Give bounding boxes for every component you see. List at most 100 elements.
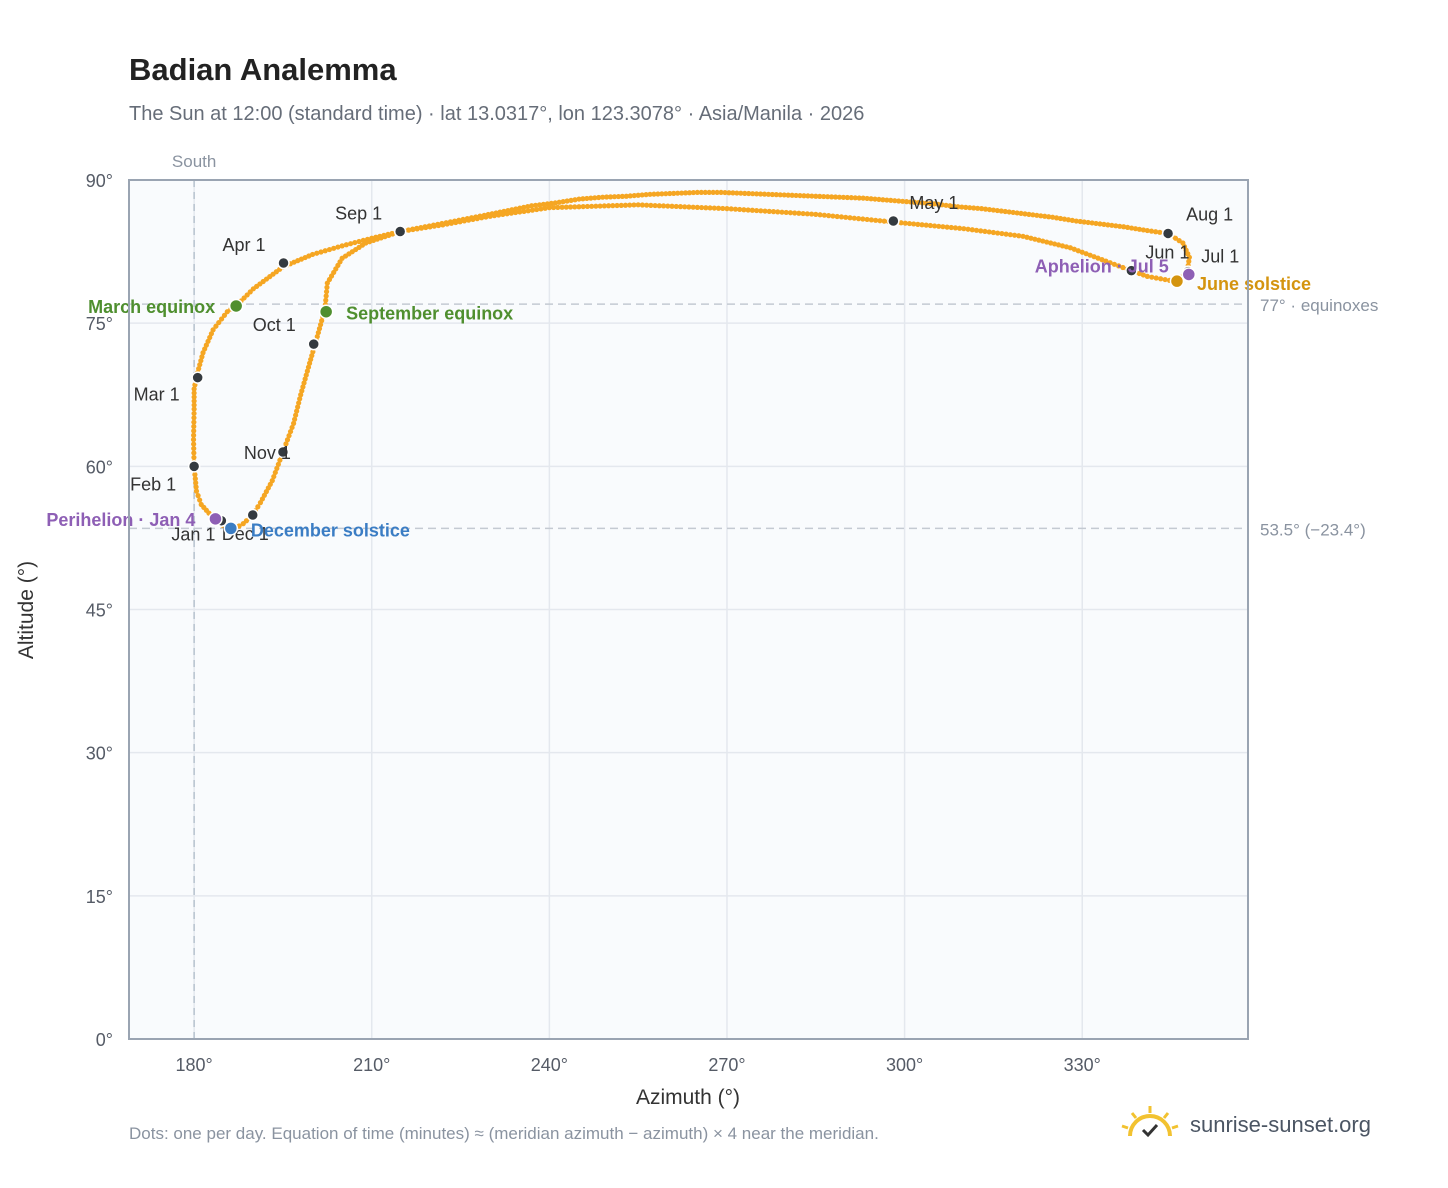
- daily-dot: [563, 204, 569, 210]
- daily-dot: [703, 205, 709, 211]
- daily-dot: [1034, 212, 1040, 218]
- daily-dot: [813, 193, 819, 199]
- daily-dot: [627, 193, 633, 199]
- daily-dot: [1144, 227, 1150, 234]
- daily-dot: [292, 416, 298, 422]
- event-marker: [1169, 273, 1185, 289]
- daily-dot: [197, 497, 203, 503]
- daily-dot: [847, 215, 853, 221]
- daily-dot: [309, 251, 316, 258]
- daily-dot: [623, 193, 629, 199]
- daily-dot: [877, 218, 883, 224]
- daily-dot: [969, 227, 975, 233]
- daily-dot: [287, 428, 294, 435]
- daily-dot: [255, 504, 261, 510]
- daily-dot: [491, 213, 497, 219]
- daily-dot: [191, 386, 197, 392]
- daily-dot: [593, 203, 599, 209]
- daily-dot: [677, 204, 684, 210]
- daily-dot: [1016, 233, 1022, 239]
- daily-dot: [955, 204, 961, 210]
- daily-dot: [864, 216, 870, 223]
- daily-dot: [730, 190, 736, 196]
- daily-dot: [1081, 219, 1087, 225]
- y-tick-label: 0°: [96, 1030, 113, 1050]
- daily-dot: [707, 205, 713, 211]
- daily-dot: [635, 192, 641, 198]
- daily-dot: [876, 196, 882, 203]
- daily-dot: [610, 203, 616, 209]
- daily-dot: [852, 195, 858, 201]
- daily-dot: [294, 408, 300, 414]
- daily-dot: [1046, 214, 1052, 220]
- daily-dot: [316, 326, 323, 332]
- daily-dot: [601, 203, 607, 209]
- daily-dot: [1057, 215, 1064, 222]
- daily-dot: [213, 323, 219, 329]
- daily-dot: [686, 204, 692, 210]
- daily-dot: [639, 202, 646, 208]
- daily-dot: [548, 200, 554, 206]
- month-marker-label: Jun 1: [1145, 243, 1189, 263]
- daily-dot: [550, 204, 557, 211]
- y-tick-label: 75°: [86, 314, 113, 334]
- daily-dot: [898, 220, 904, 226]
- daily-dot: [584, 195, 590, 202]
- daily-dot: [906, 220, 913, 227]
- daily-dot: [758, 208, 764, 214]
- daily-dot: [1116, 263, 1122, 269]
- daily-dot: [665, 203, 671, 209]
- daily-dot: [783, 209, 789, 216]
- x-tick-label: 210°: [353, 1055, 390, 1075]
- daily-dot: [718, 189, 724, 196]
- daily-dot: [1172, 235, 1179, 241]
- daily-dot: [1079, 249, 1085, 255]
- daily-dot: [671, 190, 677, 196]
- daily-dot: [787, 210, 794, 216]
- event-label: June solstice: [1197, 274, 1311, 294]
- daily-dot: [198, 501, 204, 508]
- daily-dot: [1087, 252, 1093, 258]
- daily-dot: [931, 223, 938, 229]
- daily-dot: [556, 199, 562, 205]
- daily-dot: [603, 194, 610, 200]
- daily-dot: [423, 224, 429, 231]
- event-marker: [223, 521, 239, 536]
- daily-dot: [191, 423, 197, 430]
- daily-dot: [927, 200, 933, 207]
- event-label: March equinox: [88, 297, 215, 317]
- daily-dot: [1120, 264, 1126, 271]
- y-tick-label: 60°: [86, 457, 113, 477]
- daily-dot: [644, 202, 650, 208]
- daily-dot: [1063, 244, 1070, 250]
- daily-dot: [335, 244, 341, 250]
- daily-dot: [749, 207, 755, 213]
- daily-dot: [698, 189, 704, 196]
- daily-dot: [813, 211, 819, 217]
- daily-dot: [356, 238, 362, 245]
- daily-dot: [597, 203, 603, 209]
- daily-dot: [797, 192, 803, 199]
- daily-dot: [919, 222, 925, 228]
- daily-dot: [715, 205, 722, 211]
- daily-dot: [1071, 246, 1077, 252]
- daily-dot: [1148, 228, 1155, 234]
- brand-name: sunrise-sunset.org: [1190, 1112, 1371, 1137]
- daily-dot: [785, 192, 791, 198]
- daily-dot: [648, 202, 654, 208]
- daily-dot: [860, 216, 866, 222]
- daily-dot: [1051, 241, 1058, 247]
- daily-dot: [352, 239, 358, 246]
- daily-dot: [919, 200, 925, 206]
- daily-dot: [1011, 232, 1018, 238]
- daily-dot: [542, 205, 548, 211]
- daily-dot: [564, 198, 570, 204]
- daily-dot: [923, 222, 929, 228]
- month-marker-label: Aug 1: [1186, 204, 1233, 224]
- daily-dot: [660, 203, 667, 209]
- daily-dot: [777, 192, 783, 198]
- daily-dot: [635, 202, 641, 208]
- daily-dot: [855, 216, 862, 222]
- daily-dot: [826, 213, 832, 219]
- x-tick-label: 330°: [1064, 1055, 1101, 1075]
